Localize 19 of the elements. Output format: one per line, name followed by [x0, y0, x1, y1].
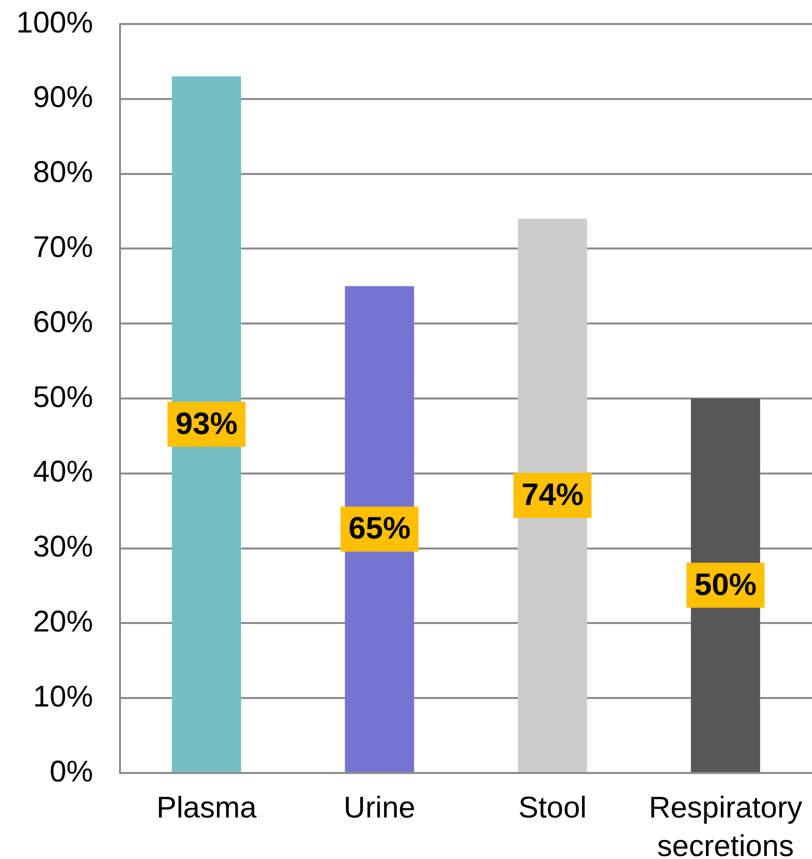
y-tick-label: 40% — [32, 456, 93, 489]
y-tick-label: 50% — [32, 380, 93, 414]
y-tick-label: 20% — [32, 605, 93, 638]
y-tick-label: 90% — [32, 81, 93, 114]
x-tick-label: Plasma — [156, 791, 257, 824]
y-tick-label: 80% — [32, 156, 93, 190]
y-tick-label: 100% — [16, 6, 93, 40]
x-tick-label: Respiratory secretions — [648, 791, 802, 859]
data-label: 74% — [521, 476, 584, 512]
y-tick-label: 0% — [50, 755, 93, 788]
x-tick-label: Urine — [344, 791, 416, 824]
y-tick-label: 30% — [32, 530, 93, 564]
x-tick-label: Stool — [518, 791, 587, 824]
y-tick-label: 70% — [32, 230, 93, 264]
data-label: 93% — [175, 406, 238, 441]
data-label: 50% — [694, 566, 757, 602]
data-label: 65% — [348, 510, 411, 546]
y-tick-label: 10% — [32, 680, 93, 714]
y-tick-label: 60% — [32, 306, 93, 339]
